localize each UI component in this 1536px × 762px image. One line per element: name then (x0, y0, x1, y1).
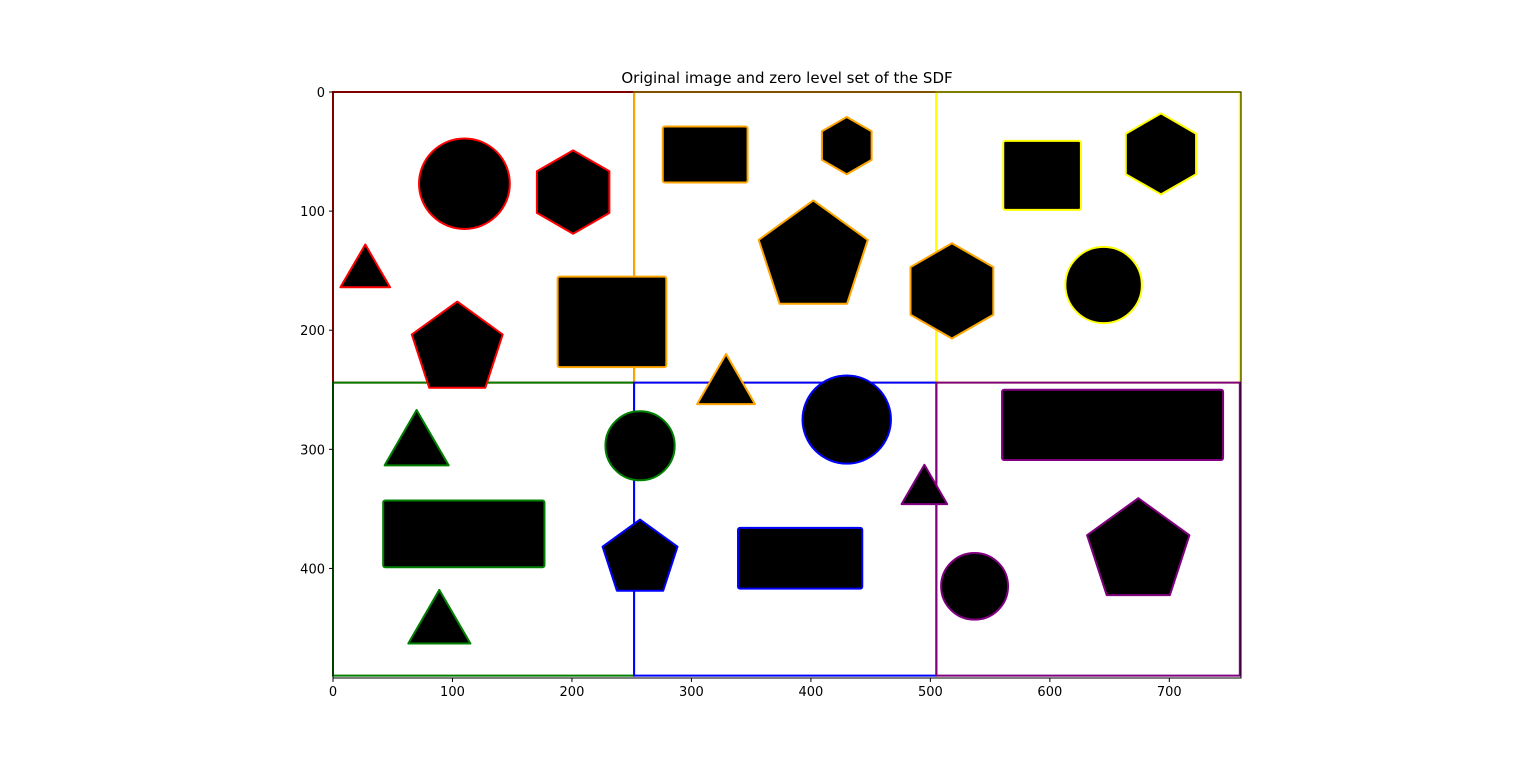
triangle-shape (696, 353, 756, 406)
y-tick-label: 200 (300, 324, 325, 339)
pentagon-shape (757, 199, 869, 305)
hexagon-shape (820, 116, 873, 176)
circle-shape (940, 551, 1010, 621)
pentagon-shape (601, 518, 679, 592)
chart-title: Original image and zero level set of the… (621, 69, 952, 87)
hexagon-shape (535, 149, 611, 235)
x-tick-label: 500 (918, 685, 943, 700)
x-tick-label: 300 (679, 685, 704, 700)
y-tick-label: 400 (300, 562, 325, 577)
hexagon-shape (1124, 112, 1198, 196)
y-tick-label: 300 (300, 443, 325, 458)
image-shapes (339, 112, 1225, 645)
x-tick-label: 100 (440, 685, 465, 700)
rectangle-shape (737, 526, 864, 590)
pentagon-shape (1086, 497, 1191, 597)
triangle-shape (900, 463, 949, 506)
x-tick-label: 700 (1157, 685, 1182, 700)
rectangle-shape (382, 499, 546, 569)
circle-shape (604, 410, 676, 482)
triangle-shape (383, 409, 450, 467)
x-tick-label: 0 (329, 685, 337, 700)
triangle-shape (407, 588, 472, 645)
rectangle-shape (661, 125, 749, 184)
region-boundary-purple (935, 381, 1241, 677)
image-axes (332, 91, 1242, 679)
circle-shape (418, 137, 511, 230)
x-tick-label: 600 (1037, 685, 1062, 700)
rectangle-shape (1002, 139, 1082, 211)
x-tick-label: 400 (798, 685, 823, 700)
axes-frame (332, 91, 1242, 679)
y-tick-label: 100 (300, 205, 325, 220)
y-axis-ticks: 0 100 200 300 400 (300, 86, 333, 577)
x-axis-ticks: 0 100 200 300 400 500 600 700 (329, 678, 1182, 700)
rectangle-shape (556, 275, 668, 369)
circle-shape (801, 374, 892, 465)
x-tick-label: 200 (560, 685, 585, 700)
y-tick-label: 0 (317, 86, 325, 101)
rectangle-shape (1001, 388, 1225, 462)
circle-shape (1064, 245, 1143, 325)
triangle-shape (339, 243, 392, 289)
pentagon-shape (410, 300, 504, 389)
hexagon-shape (909, 242, 995, 340)
